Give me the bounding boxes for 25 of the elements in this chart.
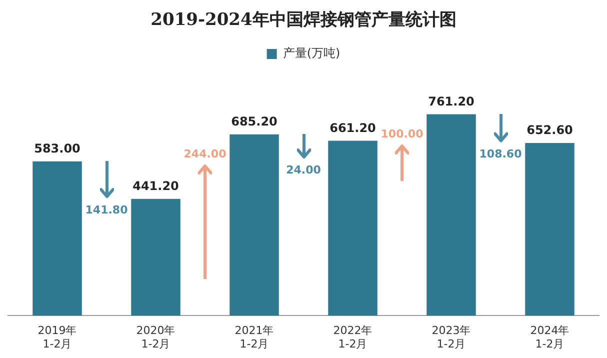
data-label: 583.00 <box>34 142 80 156</box>
annotation: 141.80 <box>85 203 128 216</box>
bar <box>525 143 574 316</box>
annotation: 100.00 <box>380 128 424 141</box>
bar <box>131 198 180 316</box>
data-label: 685.20 <box>231 114 278 129</box>
x-tick-label: 2021年 1-2月 <box>234 324 274 350</box>
annotation: 24.00 <box>286 164 322 177</box>
bar <box>32 161 82 316</box>
legend-label: 产量(万吨) <box>282 46 340 60</box>
bar <box>230 134 279 316</box>
x-tick-label: 2023年 1-2月 <box>432 324 471 350</box>
data-label: 652.60 <box>526 123 573 138</box>
x-tick-label: 2024年 1-2月 <box>530 324 570 350</box>
bar <box>328 140 378 316</box>
x-tick-label: 2022年 1-2月 <box>333 324 372 350</box>
data-label: 761.20 <box>428 94 474 108</box>
x-tick-label: 2019年 1-2月 <box>38 324 77 350</box>
data-label: 441.20 <box>132 179 179 194</box>
annotation: 244.00 <box>184 148 227 161</box>
chart-title: 2019-2024年中国焊接钢管产量统计图 <box>150 9 458 31</box>
bar <box>426 114 476 316</box>
x-tick-label: 2020年 1-2月 <box>136 324 176 350</box>
data-label: 661.20 <box>330 120 376 135</box>
annotation: 108.60 <box>479 147 522 160</box>
